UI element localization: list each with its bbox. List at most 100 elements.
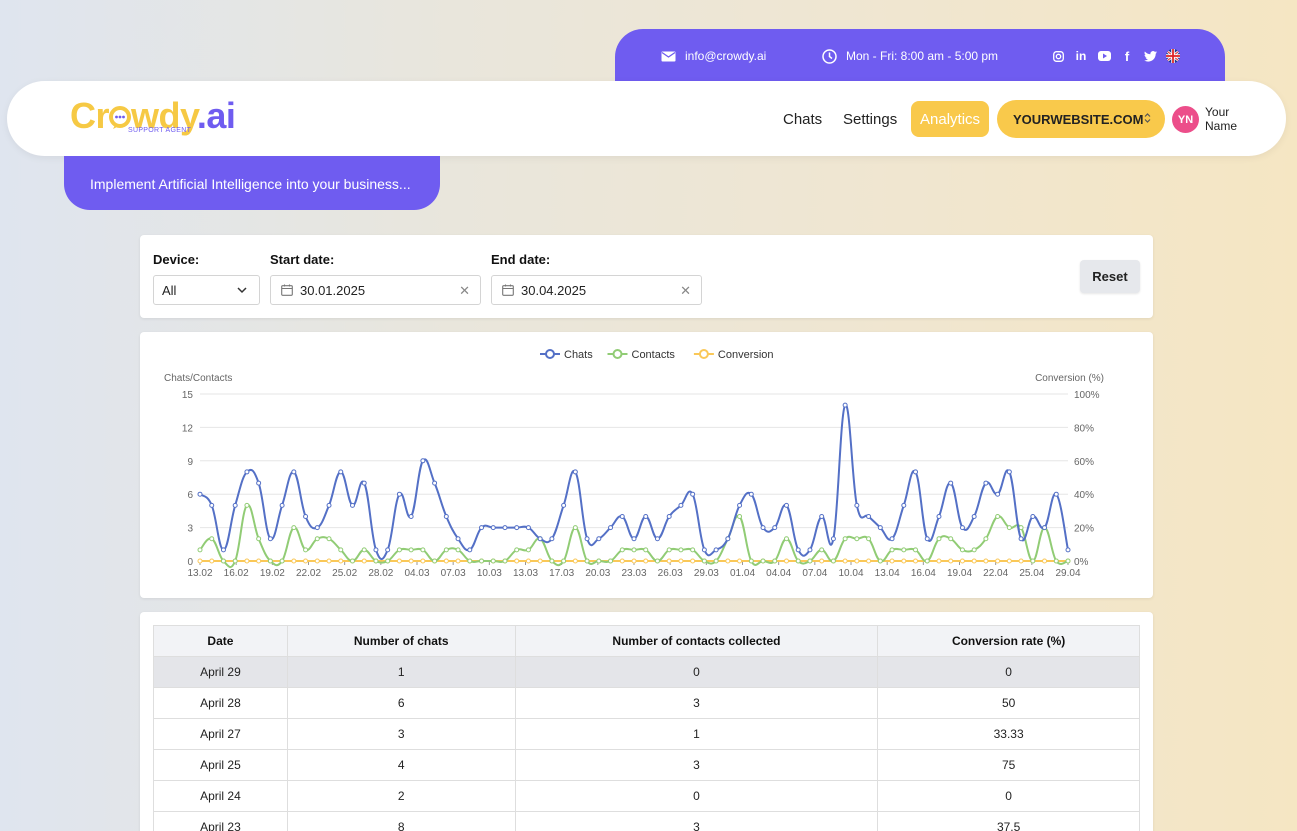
filters-panel: Device: All Start date: 30.01.2025 ✕ End… [140, 235, 1153, 318]
x-tick-label: 13.03 [513, 568, 538, 579]
point-contacts [490, 558, 496, 564]
y-axis-label-left: Chats/Contacts [164, 373, 232, 384]
point-conversion [678, 558, 684, 564]
crowdy-logo[interactable]: Cr wdy.ai SUPPORT AGENT [70, 97, 270, 139]
point-chats [619, 513, 625, 519]
y-tick-left: 12 [182, 423, 194, 434]
col-contacts[interactable]: Number of contacts collected [514, 625, 879, 657]
table-row[interactable]: April 27 3 1 33.33 [153, 718, 1140, 750]
point-chats [948, 480, 954, 486]
point-contacts [795, 558, 801, 564]
point-chats [842, 402, 848, 408]
point-contacts [514, 547, 520, 553]
point-chats [1065, 547, 1071, 553]
point-chats [197, 491, 203, 497]
point-chats [866, 513, 872, 519]
cell-date: April 24 [153, 780, 288, 812]
x-tick-label: 07.03 [441, 568, 466, 579]
website-selector[interactable]: YOURWEBSITE.COM [997, 100, 1165, 138]
cell-contacts: 3 [514, 687, 879, 719]
point-conversion [525, 558, 531, 564]
point-contacts [701, 558, 707, 564]
cell-conversion: 37.5 [877, 811, 1140, 831]
point-chats [654, 536, 660, 542]
point-conversion [303, 558, 309, 564]
end-date-label: End date: [491, 252, 551, 267]
point-contacts [631, 547, 637, 553]
col-date[interactable]: Date [153, 625, 288, 657]
clock-icon [822, 48, 837, 64]
x-tick-label: 19.04 [947, 568, 972, 579]
nav-settings[interactable]: Settings [843, 110, 898, 128]
uk-flag-icon[interactable] [1166, 49, 1180, 63]
x-tick-label: 13.04 [875, 568, 900, 579]
point-contacts [314, 536, 320, 542]
point-chats [303, 513, 309, 519]
point-chats [678, 502, 684, 508]
point-contacts [338, 547, 344, 553]
hours-text: Mon - Fri: 8:00 am - 5:00 pm [846, 49, 999, 63]
start-date-input[interactable]: 30.01.2025 ✕ [270, 275, 481, 305]
x-tick-label: 29.04 [1055, 568, 1080, 579]
point-contacts [291, 525, 297, 531]
clear-start-date-icon[interactable]: ✕ [459, 283, 470, 298]
point-contacts [854, 536, 860, 542]
cell-date: April 23 [153, 811, 288, 831]
point-contacts [913, 547, 919, 553]
logo-subtitle: SUPPORT AGENT [128, 127, 192, 134]
twitter-icon[interactable] [1143, 49, 1157, 63]
end-date-input[interactable]: 30.04.2025 ✕ [491, 275, 702, 305]
point-contacts [608, 558, 614, 564]
clear-end-date-icon[interactable]: ✕ [680, 283, 691, 298]
avatar[interactable]: YN [1172, 106, 1199, 133]
legend-label: Conversion [718, 349, 774, 361]
point-chats [666, 513, 672, 519]
point-chats [901, 502, 907, 508]
instagram-icon[interactable] [1051, 49, 1065, 63]
point-chats [373, 547, 379, 553]
point-conversion [537, 558, 543, 564]
table-row[interactable]: April 24 2 0 0 [153, 780, 1140, 812]
x-tick-label: 17.03 [549, 568, 574, 579]
point-contacts [220, 558, 226, 564]
nav-chats[interactable]: Chats [783, 110, 823, 128]
chevron-down-icon [236, 284, 248, 299]
col-chats[interactable]: Number of chats [286, 625, 516, 657]
point-chats [631, 536, 637, 542]
point-contacts [948, 536, 954, 542]
point-contacts [748, 558, 754, 564]
point-contacts [783, 536, 789, 542]
device-select[interactable]: All [153, 275, 260, 305]
point-chats [795, 547, 801, 553]
analytics-chart: 0 3 6 9 12 15 0% 20% 40% 60% 80% 100% Chats/Contacts… [140, 332, 1153, 598]
point-conversion [819, 558, 825, 564]
point-contacts [842, 536, 848, 542]
point-contacts [772, 558, 778, 564]
point-conversion [936, 558, 942, 564]
user-name-line2: Name [1205, 119, 1238, 133]
point-contacts [267, 558, 273, 564]
youtube-icon[interactable] [1097, 49, 1111, 63]
table-row[interactable]: April 29 1 0 0 [153, 656, 1140, 688]
point-contacts [971, 547, 977, 553]
point-chats [232, 502, 238, 508]
x-tick-label: 16.02 [224, 568, 249, 579]
table-row[interactable]: April 28 6 3 50 [153, 687, 1140, 719]
col-conversion[interactable]: Conversion rate (%) [877, 625, 1140, 657]
legend-marker [698, 349, 709, 359]
point-contacts [737, 513, 743, 519]
point-contacts [420, 547, 426, 553]
email-link[interactable]: info@crowdy.ai [661, 49, 766, 63]
cell-conversion: 75 [877, 749, 1140, 781]
point-chats [455, 536, 461, 542]
series-line-contacts [199, 504, 1069, 569]
table-row[interactable]: April 23 8 3 37.5 [153, 811, 1140, 831]
point-conversion [913, 558, 919, 564]
nav-analytics[interactable]: Analytics [911, 101, 990, 137]
table-row[interactable]: April 25 4 3 75 [153, 749, 1140, 781]
facebook-icon[interactable]: f [1124, 48, 1130, 64]
reset-button[interactable]: Reset [1080, 260, 1140, 293]
linkedin-icon[interactable]: in [1075, 49, 1087, 63]
cell-chats: 8 [286, 811, 516, 831]
user-name[interactable]: Your Name [1205, 105, 1237, 133]
